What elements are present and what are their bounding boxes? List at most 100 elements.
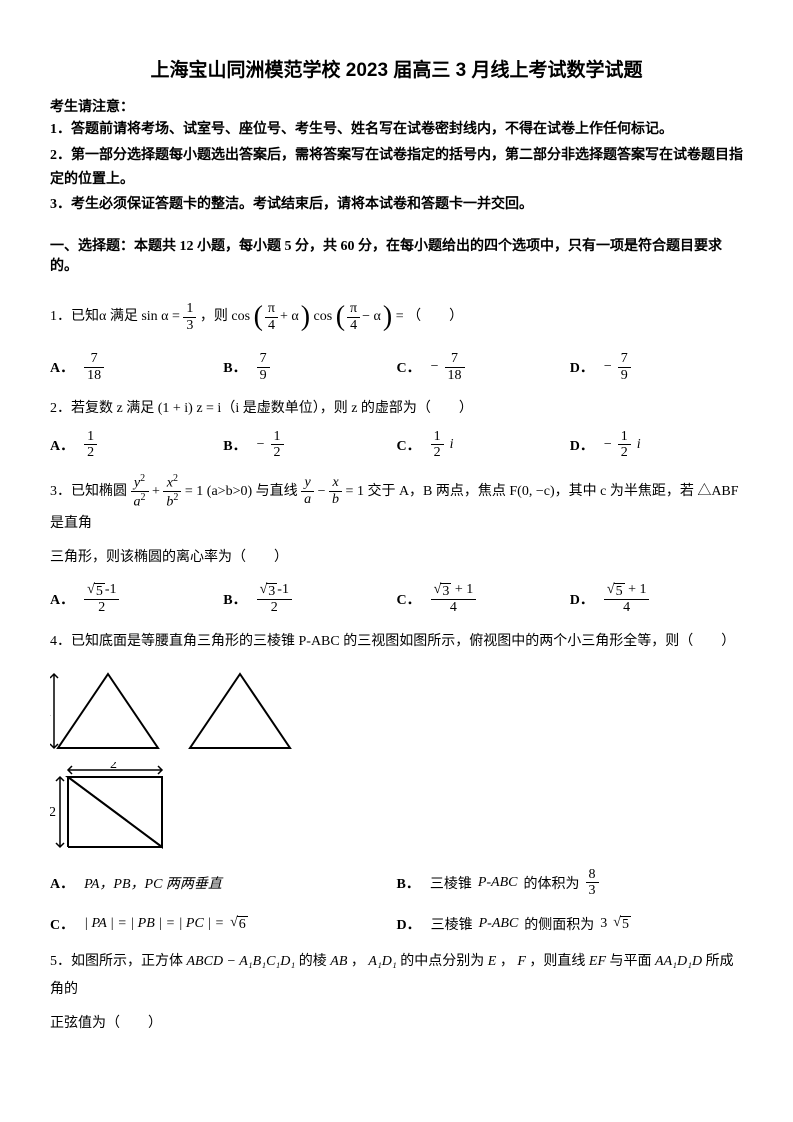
q1-sin-frac: 1 3	[183, 301, 196, 333]
q3-b-rad: 3	[266, 583, 277, 599]
q2-c-den: 2	[431, 445, 444, 460]
q3-prefix: 3．已知椭圆	[50, 484, 131, 499]
q3-t2-den-sup: 2	[173, 492, 178, 503]
q3-a-label: A．	[50, 589, 74, 609]
q4-d-mid: P-ABC	[479, 916, 519, 932]
front-view-label: 2	[50, 705, 51, 720]
q1-a-label: A．	[50, 357, 74, 377]
q2-choice-d: D． − 12 i	[570, 429, 743, 461]
q2-choice-b: B． − 12	[223, 429, 396, 461]
q3-c-den: 4	[431, 600, 477, 615]
q5-mid4: ，	[500, 954, 518, 969]
q4-choice-c: C． | PA | = | PB | = | PC | = √6	[50, 914, 397, 934]
q4-b-label: B．	[397, 873, 420, 893]
q1-prefix: 1．已知α 满足 sin α =	[50, 309, 183, 324]
question-1: 1．已知α 满足 sin α = 1 3 ，则 cos ( π 4 + α ) …	[50, 289, 743, 345]
q3-line1: y a	[301, 475, 314, 507]
triangle-top-view: 2 2	[50, 762, 180, 857]
q1-b-den: 9	[257, 368, 270, 383]
q1-p2-num: π	[347, 301, 360, 317]
q3-d-label: D．	[570, 589, 594, 609]
q2-c-tail: i	[450, 437, 454, 453]
q3-t1-sup: 2	[140, 473, 145, 484]
q1-p2-tail: − α	[362, 303, 381, 331]
q3-choice-d: D． √5 + 1 4	[570, 582, 743, 616]
q2-b-num: 1	[271, 429, 284, 445]
q2-d-num: 1	[618, 429, 631, 445]
q4-d-label: D．	[397, 914, 421, 934]
q4-choice-d: D． 三棱锥 P-ABC 的侧面积为 3 √5	[397, 914, 744, 934]
notice-1: 1．答题前请将考场、试室号、座位号、考生号、姓名写在试卷密封线内，不得在试卷上作…	[50, 118, 743, 142]
triangle-side-view	[185, 666, 295, 756]
q3-t1-den-sup: 2	[141, 492, 146, 503]
q4-d-rad: 5	[620, 916, 631, 933]
q2-d-label: D．	[570, 435, 594, 455]
q1-p1-tail: + α	[280, 303, 299, 331]
q3-l2-num: x	[329, 475, 342, 491]
q4-d-coef: 3	[600, 916, 607, 932]
q3-l1-den: a	[301, 492, 314, 507]
question-5-line2: 正弦值为（ ）	[50, 1010, 743, 1038]
q5-mid6: 与平面	[610, 954, 656, 969]
q2-a-label: A．	[50, 435, 74, 455]
question-2: 2．若复数 z 满足 (1 + i) z = i（i 是虚数单位），则 z 的虚…	[50, 395, 743, 423]
q1-paren-1: ( π 4 + α )	[254, 289, 310, 345]
q3-mid1: = 1 (a>b>0) 与直线	[185, 484, 301, 499]
q1-choices: A． 718 B． 79 C． − 718 D． − 79	[50, 351, 743, 383]
q4-d-post: 的侧面积为	[524, 914, 594, 934]
q3-b-tail: -1	[277, 582, 289, 597]
q3-l1-num: y	[301, 475, 314, 491]
q2-choices: A． 12 B． − 12 C． 12 i D． − 12 i	[50, 429, 743, 461]
q2-choice-c: C． 12 i	[397, 429, 570, 461]
exam-page: 上海宝山同洲模范学校 2023 届高三 3 月线上考试数学试题 考生请注意： 1…	[0, 0, 793, 1084]
q4-b-post: 的体积为	[524, 873, 580, 893]
q4-a-text: PA，PB，PC 两两垂直	[84, 873, 222, 893]
q5-plane: AA₁D₁D	[655, 954, 702, 969]
q5-body: ABCD − A₁B₁C₁D₁	[187, 954, 296, 969]
q3-minus: −	[318, 484, 329, 499]
q5-mid5: ，则直线	[529, 954, 589, 969]
q1-choice-b: B． 79	[223, 351, 396, 383]
q1-c-neg: −	[431, 359, 439, 375]
q1-c-num: 7	[445, 351, 465, 367]
q1-paren-2: ( π 4 − α )	[336, 289, 392, 345]
q3-a-den: 2	[84, 600, 119, 615]
q3-a-rad: 5	[94, 583, 105, 599]
q1-d-den: 9	[618, 368, 631, 383]
q1-d-num: 7	[618, 351, 631, 367]
q4-b-mid: P-ABC	[478, 875, 518, 891]
q4-a-label: A．	[50, 873, 74, 893]
q3-d-tail: + 1	[625, 582, 647, 597]
page-title: 上海宝山同洲模范学校 2023 届高三 3 月线上考试数学试题	[50, 55, 743, 82]
q3-plus: +	[152, 484, 163, 499]
q3-l2-den: b	[329, 492, 342, 507]
q3-b-den: 2	[257, 600, 292, 615]
q1-c-den: 18	[445, 368, 465, 383]
q4-c-rad: 6	[237, 916, 248, 933]
q4-choices: A． PA，PB，PC 两两垂直 B． 三棱锥 P-ABC 的体积为 83 C．…	[50, 867, 743, 935]
q3-choice-c: C． √3 + 1 4	[397, 582, 570, 616]
q1-d-neg: −	[604, 359, 612, 375]
q3-c-rad: 3	[440, 583, 451, 599]
q1-suffix: = （ ）	[396, 309, 463, 324]
q4-c-label: C．	[50, 914, 74, 934]
q5-mid1: 的棱	[299, 954, 331, 969]
q1-choice-a: A． 718	[50, 351, 223, 383]
q2-b-neg: −	[257, 437, 265, 453]
q4-b-num: 8	[586, 867, 599, 883]
q2-a-den: 2	[84, 445, 97, 460]
q1-a-num: 7	[84, 351, 104, 367]
q4-choice-b: B． 三棱锥 P-ABC 的体积为 83	[397, 867, 744, 899]
q3-choices: A． √5-1 2 B． √3-1 2 C． √3 + 1 4 D． √5 + …	[50, 582, 743, 616]
q5-e1: AB	[330, 954, 347, 969]
q3-term1: y2 a2	[131, 473, 149, 510]
question-4: 4．已知底面是等腰直角三角形的三棱锥 P-ABC 的三视图如图所示，俯视图中的两…	[50, 628, 743, 656]
q3-c-label: C．	[397, 589, 421, 609]
q2-b-label: B．	[223, 435, 246, 455]
question-3: 3．已知椭圆 y2 a2 + x 2 b 2 = 1 (a>b>0) 与直线 y a…	[50, 473, 743, 538]
notice-3: 3．考生必须保证答题卡的整洁。考试结束后，请将本试卷和答题卡一并交回。	[50, 193, 743, 217]
q3-c-tail: + 1	[451, 582, 473, 597]
notice-heading: 考生请注意：	[50, 96, 743, 116]
top-view-width-label: 2	[110, 762, 117, 772]
q1-d-label: D．	[570, 357, 594, 377]
